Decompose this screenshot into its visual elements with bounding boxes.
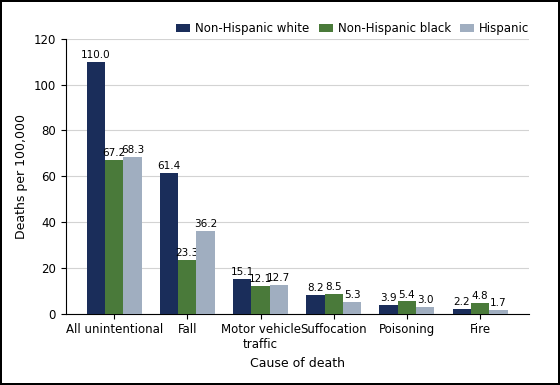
Text: 4.8: 4.8 bbox=[472, 291, 488, 301]
X-axis label: Cause of death: Cause of death bbox=[250, 357, 344, 370]
Text: 68.3: 68.3 bbox=[121, 146, 144, 156]
Bar bbox=[160, 173, 178, 314]
Bar bbox=[380, 305, 398, 314]
Text: 67.2: 67.2 bbox=[102, 148, 126, 158]
Text: 5.4: 5.4 bbox=[399, 290, 415, 300]
Bar bbox=[270, 285, 288, 314]
Bar bbox=[306, 295, 325, 314]
Text: 23.3: 23.3 bbox=[176, 248, 199, 258]
Bar bbox=[325, 294, 343, 314]
Text: 8.2: 8.2 bbox=[307, 283, 324, 293]
Legend: Non-Hispanic white, Non-Hispanic black, Hispanic: Non-Hispanic white, Non-Hispanic black, … bbox=[171, 17, 534, 40]
Text: 2.2: 2.2 bbox=[454, 297, 470, 307]
Text: 12.7: 12.7 bbox=[267, 273, 291, 283]
Text: 3.0: 3.0 bbox=[417, 295, 433, 305]
Bar bbox=[197, 231, 215, 314]
Bar bbox=[251, 286, 270, 314]
Text: 15.1: 15.1 bbox=[231, 267, 254, 277]
Text: 3.9: 3.9 bbox=[380, 293, 397, 303]
Bar bbox=[398, 301, 416, 314]
Bar bbox=[471, 303, 489, 314]
Text: 5.3: 5.3 bbox=[344, 290, 360, 300]
Text: 110.0: 110.0 bbox=[81, 50, 111, 60]
Text: 12.1: 12.1 bbox=[249, 274, 272, 284]
Bar bbox=[233, 279, 251, 314]
Bar bbox=[87, 62, 105, 314]
Y-axis label: Deaths per 100,000: Deaths per 100,000 bbox=[15, 114, 28, 239]
Bar bbox=[489, 310, 507, 314]
Bar bbox=[416, 307, 435, 314]
Bar bbox=[343, 301, 361, 314]
Text: 1.7: 1.7 bbox=[490, 298, 507, 308]
Bar bbox=[105, 160, 123, 314]
Bar bbox=[452, 309, 471, 314]
Text: 61.4: 61.4 bbox=[157, 161, 181, 171]
Text: 36.2: 36.2 bbox=[194, 219, 217, 229]
Bar bbox=[178, 260, 197, 314]
Bar bbox=[123, 157, 142, 314]
Text: 8.5: 8.5 bbox=[325, 283, 342, 293]
